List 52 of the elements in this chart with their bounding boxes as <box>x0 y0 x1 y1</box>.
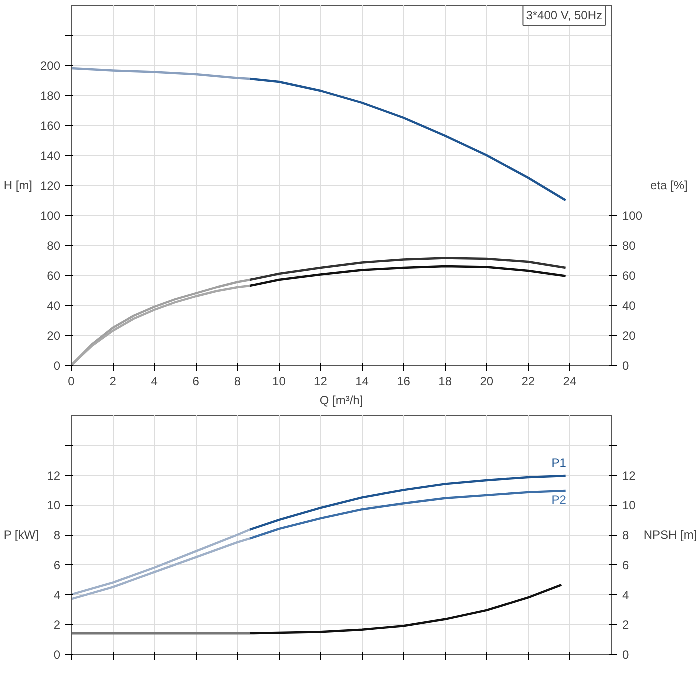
y2-tick-label: 40 <box>622 299 636 313</box>
x-tick-label: 10 <box>272 374 286 388</box>
y-tick-label: 2 <box>54 618 61 632</box>
series-label: P1 <box>552 456 567 470</box>
y-tick-label: 100 <box>40 209 61 223</box>
x-tick-label: 22 <box>522 374 536 388</box>
x-tick-label: 12 <box>314 374 328 388</box>
y2-tick-label: 4 <box>622 588 630 602</box>
y2-tick-label: 0 <box>622 359 630 373</box>
x-tick-label: 18 <box>438 374 452 388</box>
y2-tick-label: 10 <box>622 498 636 513</box>
x-tick-label: 24 <box>563 374 577 388</box>
annotation: 3*400 V, 50Hz <box>526 8 603 22</box>
x-tick-label: 2 <box>110 374 117 388</box>
x-tick-label: 4 <box>151 374 158 388</box>
y2-axis-title: NPSH [m] <box>644 528 698 542</box>
y-tick-label: 6 <box>54 558 61 572</box>
y-tick-label: 12 <box>47 468 61 483</box>
series-label: P2 <box>552 492 567 507</box>
x-tick-label: 14 <box>356 374 370 388</box>
x-tick-label: 0 <box>68 374 76 388</box>
y-tick-label: 20 <box>47 329 61 343</box>
y-tick-label: 0 <box>54 359 61 373</box>
y2-tick-label: 100 <box>622 209 643 223</box>
y2-tick-label: 0 <box>622 648 630 662</box>
y-tick-label: 200 <box>40 59 61 73</box>
x-axis-title: Q [m³/h] <box>320 394 364 408</box>
y2-tick-label: 60 <box>622 269 636 283</box>
y-tick-label: 160 <box>40 119 61 133</box>
y-tick-label: 40 <box>47 299 61 313</box>
x-tick-label: 8 <box>234 374 242 388</box>
y2-axis-title: eta [%] <box>650 178 688 192</box>
x-tick-label: 16 <box>397 374 411 388</box>
y-tick-label: 80 <box>47 239 61 253</box>
y-tick-label: 0 <box>54 648 61 662</box>
y-tick-label: 8 <box>54 528 61 542</box>
y-tick-label: 180 <box>40 89 61 103</box>
y2-tick-label: 2 <box>622 618 630 632</box>
x-tick-label: 20 <box>480 374 494 388</box>
y2-tick-label: 6 <box>622 558 630 572</box>
y-tick-label: 60 <box>47 269 61 283</box>
y-axis-title: P [kW] <box>4 528 39 542</box>
y2-tick-label: 80 <box>622 239 636 253</box>
y-tick-label: 4 <box>54 588 61 602</box>
y-axis-title: H [m] <box>4 178 32 192</box>
y2-tick-label: 8 <box>622 528 630 542</box>
y-tick-label: 10 <box>47 498 61 513</box>
y-tick-label: 140 <box>40 149 61 163</box>
x-tick-label: 6 <box>192 374 200 388</box>
y2-tick-label: 12 <box>622 468 636 483</box>
y-tick-label: 120 <box>40 179 61 193</box>
y2-tick-label: 20 <box>622 329 636 343</box>
